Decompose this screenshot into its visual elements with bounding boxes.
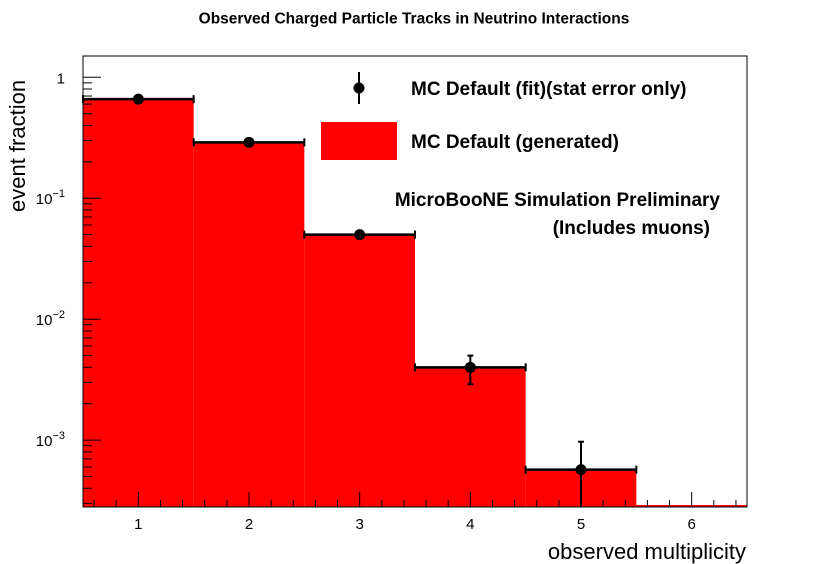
x-tick-label: 4 <box>466 516 474 533</box>
legend: MC Default (fit)(stat error only) MC Def… <box>321 72 687 160</box>
y-tick-label: 1 <box>57 70 65 87</box>
plot-area: 1 2 3 4 5 6 1 10−1 10−2 10−3 <box>36 55 748 533</box>
data-point-3 <box>354 229 366 241</box>
histogram-bar-2 <box>193 142 305 508</box>
histogram-bar-4 <box>415 367 526 507</box>
annotation-simulation: MicroBooNE Simulation Preliminary <box>395 190 721 211</box>
x-tick-label: 6 <box>687 516 695 533</box>
annotation-includes-muons: (Includes muons) <box>553 218 710 239</box>
y-tick-label: 10−1 <box>36 188 65 208</box>
histogram-bar-1 <box>83 99 194 507</box>
y-axis-label: event fraction <box>5 80 30 212</box>
data-point-1 <box>132 93 144 105</box>
legend-swatch-generated <box>321 122 397 160</box>
plot-frame <box>82 55 748 508</box>
x-axis-label: observed multiplicity <box>548 539 746 564</box>
data-point-2 <box>243 136 255 148</box>
data-point-4 <box>464 361 476 373</box>
legend-marker-point <box>353 82 365 94</box>
y-tick-label: 10−2 <box>36 309 65 329</box>
legend-label-generated: MC Default (generated) <box>411 132 619 153</box>
data-point-5 <box>575 464 587 476</box>
chart-title: Observed Charged Particle Tracks in Neut… <box>199 11 630 28</box>
x-tick-label: 2 <box>245 516 253 533</box>
x-tick-label: 3 <box>355 516 363 533</box>
x-tick-label: 5 <box>577 516 585 533</box>
legend-label-fit: MC Default (fit)(stat error only) <box>411 79 687 100</box>
y-tick-label: 10−3 <box>36 430 65 450</box>
x-tick-label: 1 <box>134 516 142 533</box>
histogram-bar-3 <box>304 234 415 507</box>
